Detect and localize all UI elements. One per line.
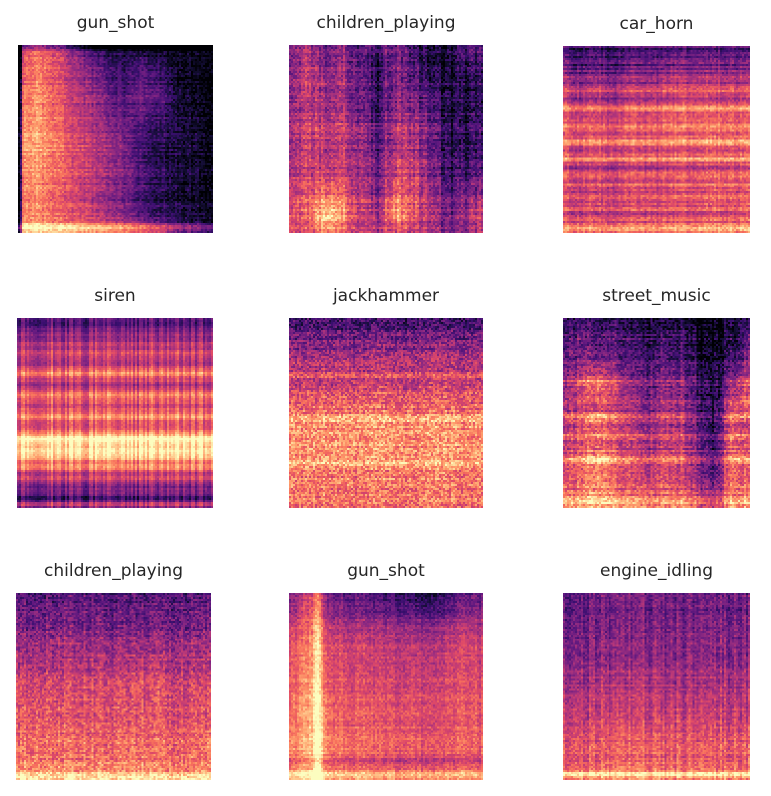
spectrogram-image <box>289 318 483 508</box>
spectrogram-panel: siren <box>17 283 213 508</box>
spectrogram-image <box>289 45 483 233</box>
spectrogram-image <box>563 46 750 233</box>
spectrogram-panel: children_playing <box>289 10 483 233</box>
panel-title: engine_idling <box>599 561 713 581</box>
panel-title: children_playing <box>316 13 456 33</box>
spectrogram-panel: jackhammer <box>289 283 483 508</box>
spectrogram-image <box>289 593 483 780</box>
spectrogram-image <box>563 318 750 508</box>
spectrogram-panel: car_horn <box>563 11 750 233</box>
spectrogram-panel: street_music <box>563 283 750 508</box>
panel-title: siren <box>94 286 136 306</box>
spectrogram-panel: engine_idling <box>563 558 750 780</box>
panel-title: street_music <box>602 286 711 306</box>
panel-title: children_playing <box>44 561 183 581</box>
spectrogram-image <box>563 593 750 780</box>
spectrogram-image <box>18 45 213 233</box>
panel-title: car_horn <box>619 14 694 34</box>
spectrogram-panel: gun_shot <box>18 10 213 233</box>
panel-title: gun_shot <box>347 561 425 581</box>
spectrogram-image <box>16 593 211 780</box>
panel-title: gun_shot <box>76 13 155 33</box>
spectrogram-panel: gun_shot <box>289 558 483 780</box>
panel-title: jackhammer <box>332 286 440 306</box>
spectrogram-panel: children_playing <box>16 558 211 780</box>
spectrogram-image <box>17 318 213 508</box>
